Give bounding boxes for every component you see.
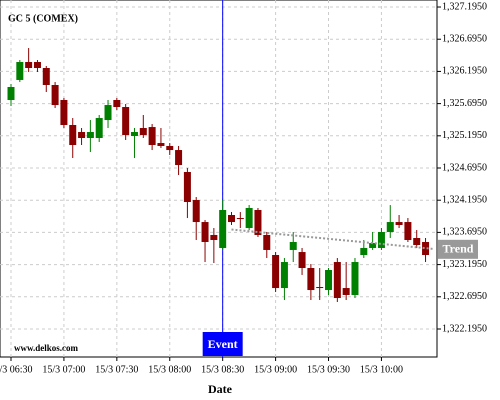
- candle-body: [228, 215, 235, 223]
- candle-body: [404, 222, 412, 240]
- y-tick-label: 1,322.1950: [442, 323, 487, 334]
- candle-body: [148, 127, 156, 146]
- candle-body: [298, 252, 306, 269]
- y-tick-label: 1,324.6950: [442, 162, 487, 173]
- y-tick-label: 1,322.6950: [442, 291, 487, 302]
- x-tick-label: 15/3 06:30: [0, 364, 33, 375]
- candle-body: [236, 218, 244, 220]
- y-tick-label: 1,324.1950: [442, 194, 487, 205]
- x-tick-label: 15/3 07:00: [42, 364, 85, 375]
- candle-body: [386, 222, 394, 233]
- x-tick-label: 15/3 10:00: [360, 364, 403, 375]
- x-tick-label: 15/3 07:30: [95, 364, 138, 375]
- candle-body: [289, 241, 297, 250]
- candle-body: [272, 255, 280, 289]
- candle-body: [263, 234, 271, 250]
- y-tick-label: 1,326.6950: [442, 34, 487, 45]
- y-tick-label: 1,323.6950: [442, 227, 487, 238]
- candle-body: [377, 232, 385, 248]
- y-tick-label: 1,323.1950: [442, 259, 487, 270]
- candle-body: [25, 62, 33, 68]
- candle-body: [325, 270, 333, 291]
- candle-body: [113, 100, 121, 108]
- plot-frame: [0, 0, 438, 358]
- candle-body: [192, 200, 200, 223]
- candle-body: [78, 132, 86, 138]
- candle-body: [395, 222, 403, 225]
- candle-body: [219, 209, 227, 248]
- x-axis-label: Date: [208, 382, 233, 396]
- watermark: www.delkos.com: [14, 343, 79, 353]
- candle-body: [42, 68, 50, 85]
- candle-body: [104, 105, 112, 121]
- x-tick-label: 15/3 09:30: [307, 364, 350, 375]
- candle-body: [16, 62, 24, 80]
- x-tick-label: 15/3 09:00: [254, 364, 297, 375]
- y-tick-label: 1,326.1950: [442, 66, 487, 77]
- candle-body: [333, 262, 341, 299]
- candle-body: [307, 268, 315, 291]
- candle-body: [245, 207, 253, 229]
- candle-body: [413, 238, 421, 246]
- candle-body: [86, 132, 94, 138]
- candle-body: [210, 234, 218, 240]
- x-tick-label: 15/3 08:30: [201, 364, 244, 375]
- candle-body: [254, 209, 262, 235]
- candle-body: [51, 85, 59, 106]
- event-label: Event: [208, 337, 238, 351]
- candle-body: [7, 86, 15, 101]
- candle-body: [183, 171, 191, 203]
- x-tick-label: 15/3 08:00: [148, 364, 191, 375]
- y-tick-label: 1,325.1950: [442, 130, 487, 141]
- trend-line: [231, 228, 433, 250]
- candle-body: [342, 288, 350, 295]
- candle-body: [316, 287, 324, 289]
- candle-body: [95, 118, 103, 138]
- candle-body: [60, 100, 68, 125]
- trend-label-box: [438, 239, 478, 259]
- candle-body: [360, 247, 368, 255]
- chart-title: GC 5 (COMEX): [8, 13, 78, 24]
- candle-body: [280, 262, 288, 289]
- candle-body: [33, 62, 41, 68]
- y-tick-label: 1,327.1950: [442, 1, 487, 12]
- candle-body: [139, 128, 147, 136]
- candle-body: [369, 243, 377, 248]
- candle-body: [130, 132, 138, 136]
- candle-body: [351, 262, 359, 295]
- candle-body: [422, 241, 430, 255]
- candle-body: [201, 222, 209, 242]
- candle-body: [122, 107, 130, 136]
- candle-body: [157, 143, 165, 146]
- y-tick-label: 1,325.6950: [442, 98, 487, 109]
- candle-body: [69, 124, 77, 146]
- trend-label: Trend: [443, 242, 474, 256]
- event-label-box: [202, 332, 243, 356]
- candle-body: [166, 145, 174, 151]
- candle-body: [175, 150, 183, 166]
